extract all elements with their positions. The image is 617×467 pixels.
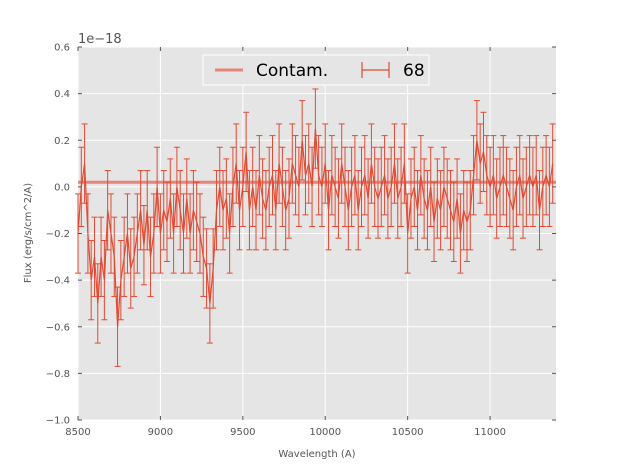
series-68	[75, 88, 556, 367]
y-tick-label: −0.6	[46, 322, 70, 333]
x-tick-label: 10500	[392, 427, 424, 438]
y-axis-offset-label: 1e−18	[78, 32, 122, 47]
axis-ticks: 8500 9000 9500 10000 10500 11000 −1.0 −0.8 −0.6 −…	[46, 43, 556, 438]
series-68-line	[77, 128, 554, 327]
y-tick-label: 0.6	[54, 43, 70, 54]
x-tick-label: 9500	[230, 427, 255, 438]
x-axis-label: Wavelength (A)	[278, 449, 355, 460]
legend-68-label: 68	[403, 61, 425, 81]
x-tick-label: 10000	[309, 427, 341, 438]
y-tick-label: −0.8	[46, 369, 70, 380]
y-tick-label: 0.0	[54, 182, 70, 193]
grid-lines	[77, 46, 556, 421]
legend: Contam. 68	[202, 54, 430, 86]
y-axis-label: Flux (erg/s/cm^2/A)	[23, 183, 34, 283]
y-tick-label: 0.2	[54, 136, 70, 147]
legend-68-swatch	[361, 62, 390, 78]
y-tick-label: 0.4	[54, 89, 70, 100]
x-tick-label: 9000	[148, 427, 173, 438]
y-tick-label: −0.4	[46, 276, 70, 287]
y-tick-label: −1.0	[46, 416, 70, 427]
y-tick-label: −0.2	[46, 229, 70, 240]
legend-contam-label: Contam.	[256, 61, 328, 81]
x-tick-label: 8500	[65, 427, 90, 438]
x-tick-label: 11000	[474, 427, 506, 438]
